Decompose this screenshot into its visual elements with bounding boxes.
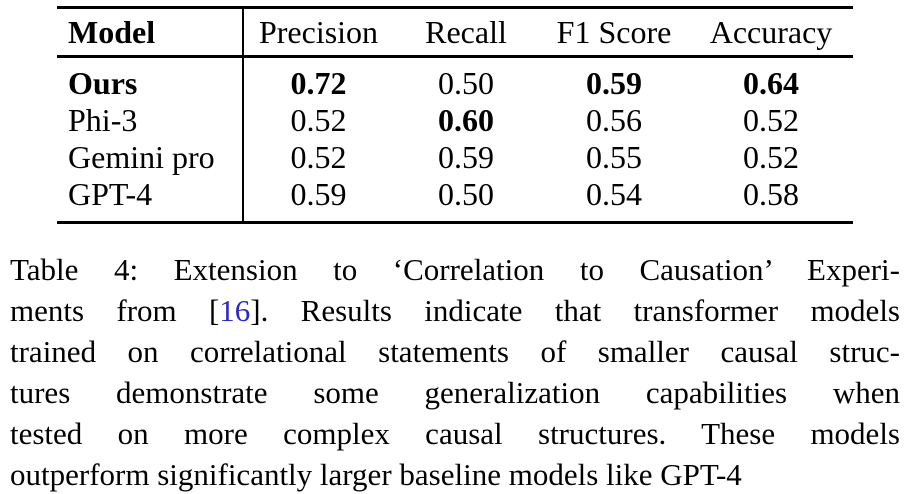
results-table-wrap: Model Precision Recall F1 Score Accuracy… [57, 6, 853, 224]
precision-value: 0.52 [290, 102, 347, 138]
column-header-recall: Recall [393, 7, 539, 58]
column-header-accuracy: Accuracy [689, 7, 853, 58]
caption-line: Table 4: Extension to ‘Correlation to Ca… [10, 252, 900, 287]
table-caption: Table 4: Extension to ‘Correlation to Ca… [10, 249, 900, 494]
recall-value: 0.59 [438, 139, 494, 175]
f1-value: 0.54 [586, 176, 642, 212]
model-name: Gemini pro [57, 139, 244, 176]
results-table: Model Precision Recall F1 Score Accuracy… [57, 6, 853, 224]
caption-line: trained on correlational statements of s… [10, 334, 900, 369]
accuracy-value: 0.52 [743, 102, 799, 138]
model-name: Phi-3 [57, 102, 244, 139]
accuracy-value: 0.52 [743, 139, 799, 175]
accuracy-value: 0.58 [743, 176, 799, 212]
table-header-row: Model Precision Recall F1 Score Accuracy [57, 7, 853, 58]
recall-value: 0.50 [438, 65, 494, 101]
column-header-model: Model [57, 7, 244, 58]
column-header-f1-score: F1 Score [539, 7, 689, 58]
paper-figure-table-4: Model Precision Recall F1 Score Accuracy… [0, 6, 910, 494]
caption-line: tures demonstrate some generalization ca… [10, 375, 900, 410]
table-row-ours: Ours 0.72 0.50 0.59 0.64 [57, 56, 853, 102]
caption-text: ]. Results indicate that transformer mod… [250, 293, 900, 328]
caption-line: outperform significantly larger baseline… [10, 457, 742, 492]
column-header-precision: Precision [243, 7, 393, 58]
f1-value: 0.59 [586, 65, 642, 101]
model-name: GPT-4 [57, 176, 244, 223]
precision-value: 0.72 [290, 65, 347, 101]
citation-link-16[interactable]: 16 [219, 293, 251, 328]
caption-line: ments from [16]. Results indicate that t… [10, 290, 900, 331]
model-name: Ours [57, 56, 244, 102]
table-row-gemini-pro: Gemini pro 0.52 0.59 0.55 0.52 [57, 139, 853, 176]
recall-value: 0.50 [438, 176, 494, 212]
f1-value: 0.55 [586, 139, 642, 175]
table-row-gpt-4: GPT-4 0.59 0.50 0.54 0.58 [57, 176, 853, 223]
precision-value: 0.52 [290, 139, 347, 175]
table-row-phi-3: Phi-3 0.52 0.60 0.56 0.52 [57, 102, 853, 139]
recall-value: 0.60 [438, 102, 494, 138]
accuracy-value: 0.64 [743, 65, 799, 101]
caption-text: ments from [ [10, 293, 220, 328]
f1-value: 0.56 [586, 102, 642, 138]
caption-line: tested on more complex causal structures… [10, 416, 900, 451]
precision-value: 0.59 [290, 176, 347, 212]
